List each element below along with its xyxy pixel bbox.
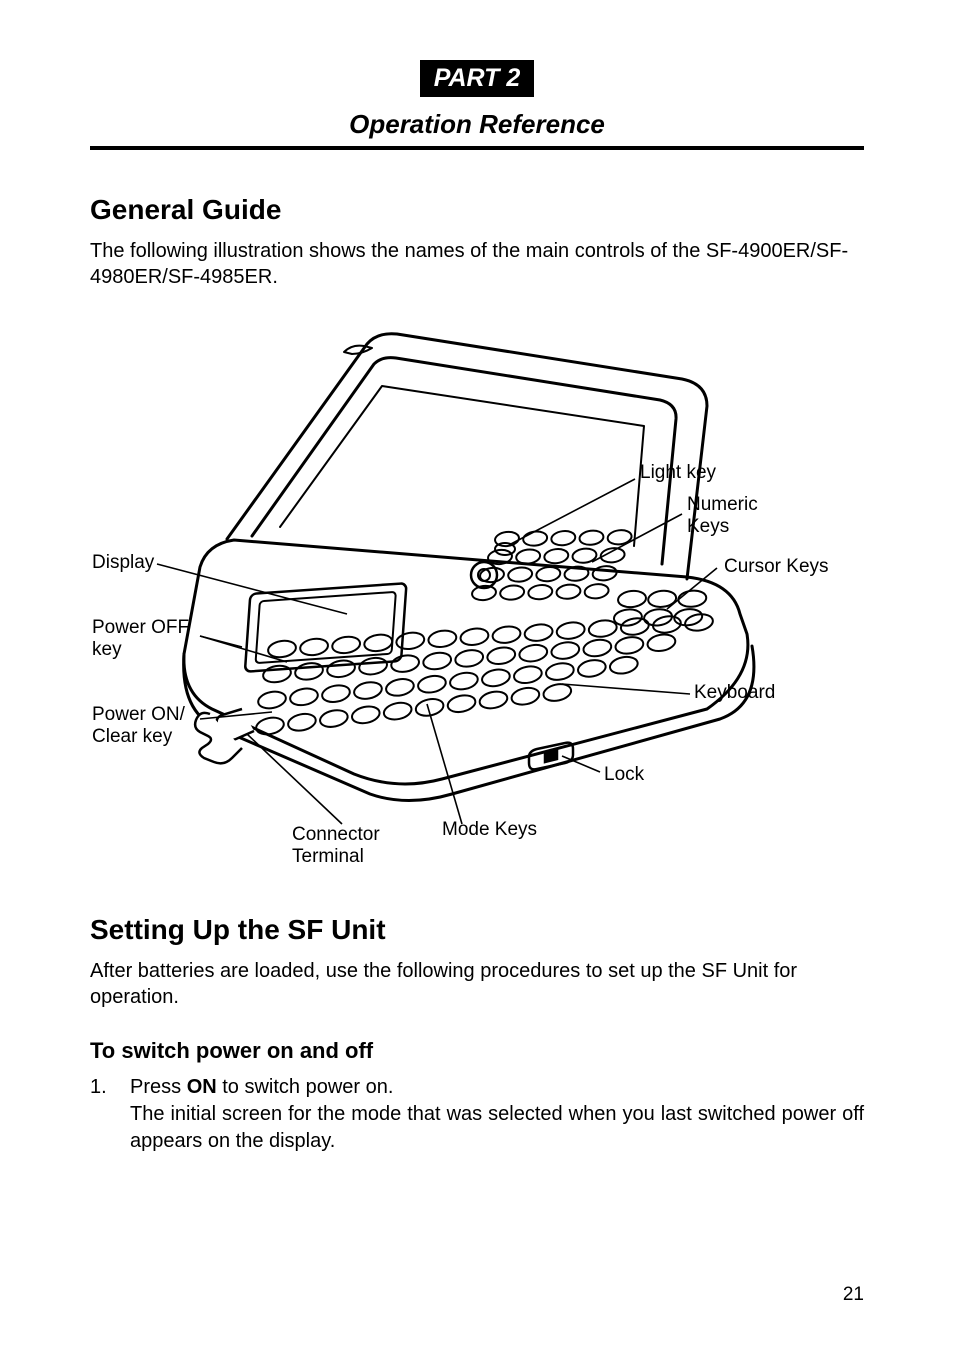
device-diagram: Light key Numeric Keys Cursor Keys Displ… bbox=[92, 314, 862, 884]
section-general-guide-heading: General Guide bbox=[90, 194, 864, 226]
section-setup-heading: Setting Up the SF Unit bbox=[90, 914, 864, 946]
label-keyboard: Keyboard bbox=[694, 682, 775, 704]
step-1: Press ON to switch power on. The initial… bbox=[90, 1074, 864, 1155]
device-svg bbox=[92, 314, 862, 884]
subsection-power-heading: To switch power on and off bbox=[90, 1038, 864, 1064]
label-light-key: Light key bbox=[640, 462, 716, 484]
step-1-text-c: The initial screen for the mode that was… bbox=[130, 1103, 864, 1152]
label-display: Display bbox=[92, 552, 154, 574]
label-connector: Connector Terminal bbox=[292, 824, 402, 868]
label-power-on: Power ON/ Clear key bbox=[92, 704, 202, 748]
label-cursor-keys: Cursor Keys bbox=[724, 556, 829, 578]
step-1-text-a: Press bbox=[130, 1076, 187, 1098]
label-mode-keys: Mode Keys bbox=[442, 819, 537, 841]
label-numeric-keys: Numeric Keys bbox=[687, 494, 777, 538]
part-badge: PART 2 bbox=[420, 60, 535, 97]
section-general-guide-intro: The following illustration shows the nam… bbox=[90, 238, 864, 290]
page-number: 21 bbox=[843, 1284, 864, 1306]
label-lock: Lock bbox=[604, 764, 644, 786]
on-keyword: ON bbox=[187, 1076, 217, 1098]
section-setup-intro: After batteries are loaded, use the foll… bbox=[90, 958, 864, 1010]
page-subtitle: Operation Reference bbox=[90, 109, 864, 150]
step-1-text-b: to switch power on. bbox=[217, 1076, 394, 1098]
label-power-off: Power OFF key bbox=[92, 617, 202, 661]
